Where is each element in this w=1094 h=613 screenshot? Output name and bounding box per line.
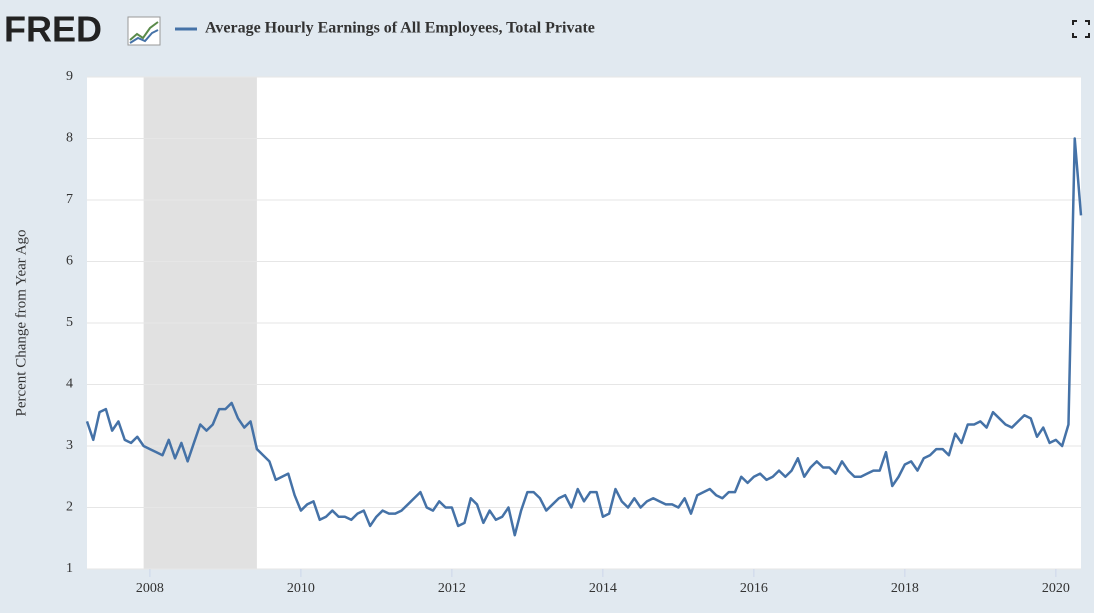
y-tick-label: 1	[66, 561, 73, 576]
x-tick-label: 2010	[287, 581, 315, 596]
x-tick-label: 2014	[589, 581, 617, 596]
x-tick-label: 2008	[136, 581, 164, 596]
y-tick-label: 9	[66, 69, 73, 84]
y-tick-label: 6	[66, 254, 73, 269]
y-axis-title: Percent Change from Year Ago	[13, 229, 29, 416]
y-tick-label: 5	[66, 315, 73, 330]
y-tick-label: 3	[66, 438, 73, 453]
logo-icon	[127, 16, 161, 46]
y-tick-label: 4	[66, 377, 73, 392]
y-tick-label: 2	[66, 500, 73, 515]
data-line	[85, 137, 1083, 537]
x-tick-label: 2012	[438, 581, 466, 596]
y-tick-label: 8	[66, 131, 73, 146]
fullscreen-button[interactable]	[1072, 20, 1090, 38]
x-tick-label: 2020	[1042, 581, 1070, 596]
logo: FRED	[4, 9, 102, 50]
x-tick-label: 2018	[891, 581, 919, 596]
legend-label: Average Hourly Earnings of All Employees…	[205, 20, 595, 37]
y-tick-label: 7	[66, 192, 73, 207]
x-tick-label: 2016	[740, 581, 768, 596]
